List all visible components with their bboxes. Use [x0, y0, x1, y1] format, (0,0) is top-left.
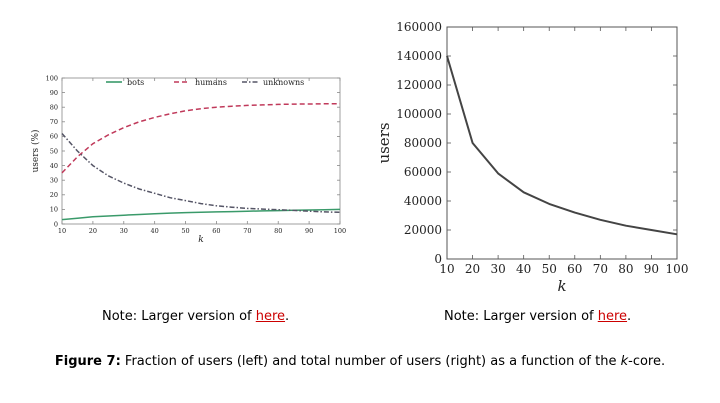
series-line-humans — [61, 103, 340, 174]
note-left-suffix: . — [285, 309, 290, 324]
series-line-unknowns — [61, 133, 341, 214]
note-left-link[interactable]: here — [255, 309, 286, 324]
x-tick-label: 40 — [151, 227, 159, 235]
y-tick-label: 120000 — [396, 78, 442, 92]
x-tick-label: 40 — [516, 262, 531, 276]
plot-frame — [446, 26, 678, 260]
y-tick-label: 30 — [50, 176, 58, 184]
y-tick-label: 0 — [54, 220, 58, 228]
x-axis-label: k — [557, 277, 566, 295]
y-tick-label: 20000 — [404, 223, 442, 237]
x-tick-label: 60 — [567, 262, 582, 276]
y-tick-label: 140000 — [396, 49, 442, 63]
x-tick-label: 100 — [334, 227, 346, 235]
y-tick-label: 0 — [434, 252, 442, 266]
figure-caption: Figure 7: Fraction of users (left) and t… — [0, 354, 720, 369]
caption-text-a: Fraction of users (left) and total numbe… — [120, 354, 621, 369]
x-tick-label: 50 — [181, 227, 189, 235]
x-tick-label: 80 — [274, 227, 282, 235]
note-left: Note: Larger version of here. — [102, 309, 289, 324]
legend-label-unknowns: unknowns — [263, 78, 304, 87]
plot-frame — [61, 77, 341, 225]
y-tick-label: 80 — [50, 103, 58, 111]
y-tick-label: 160000 — [396, 20, 442, 34]
x-tick-label: 10 — [439, 262, 454, 276]
x-tick-label: 50 — [542, 262, 557, 276]
x-tick-label: 10 — [58, 227, 66, 235]
note-right-suffix: . — [627, 309, 632, 324]
right-chart-svg: 10 20 30 40 50 60 70 80 90 100 0 20000 40000 60000 800… — [375, 20, 689, 295]
x-tick-label: 80 — [618, 262, 633, 276]
y-axis-label: users — [375, 122, 393, 163]
y-tick-label: 100000 — [396, 107, 442, 121]
x-tick-label: 90 — [644, 262, 659, 276]
left-chart-svg: 10 20 30 40 50 60 70 80 90 1000102030405060708090… — [30, 74, 346, 245]
x-tick-label: 20 — [465, 262, 480, 276]
caption-k: k — [620, 354, 629, 369]
x-axis-label: k — [198, 235, 203, 245]
y-tick-label: 20 — [50, 191, 58, 199]
y-tick-label: 60000 — [404, 165, 442, 179]
x-tick-label: 70 — [243, 227, 251, 235]
caption-text-b: -core. — [628, 354, 666, 369]
y-tick-label: 90 — [50, 89, 58, 97]
y-tick-label: 10 — [50, 206, 58, 214]
x-tick-label: 20 — [89, 227, 97, 235]
legend-label-humans: humans — [195, 78, 227, 87]
y-tick-label: 60 — [50, 133, 58, 141]
x-tick-label: 60 — [212, 227, 220, 235]
y-tick-label: 80000 — [404, 136, 442, 150]
left-chart: 10 20 30 40 50 60 70 80 90 100 0 10 20 30 40 50 60 70 80 90… — [20, 70, 350, 250]
y-tick-label: 40000 — [404, 194, 442, 208]
x-tick-label: 30 — [490, 262, 505, 276]
y-axis-label: users (%) — [30, 129, 41, 172]
x-tick-label: 90 — [305, 227, 313, 235]
y-tick-label: 70 — [50, 118, 58, 126]
y-tick-label: 40 — [50, 162, 58, 170]
right-chart: 10 20 30 40 50 60 70 80 90 100 0 20000 40000 60000 800… — [370, 14, 700, 299]
y-tick-label: 100 — [46, 74, 58, 82]
note-left-text: Note: Larger version of — [102, 309, 256, 324]
caption-label: Figure 7: — [54, 354, 121, 369]
note-right: Note: Larger version of here. — [444, 309, 631, 324]
x-tick-label: 100 — [666, 262, 689, 276]
x-tick-label: 70 — [593, 262, 608, 276]
legend-label-bots: bots — [127, 78, 144, 87]
note-right-text: Note: Larger version of — [444, 309, 598, 324]
y-tick-label: 50 — [50, 147, 58, 155]
note-right-link[interactable]: here — [597, 309, 628, 324]
series-line-users — [446, 55, 678, 236]
x-tick-label: 30 — [120, 227, 128, 235]
